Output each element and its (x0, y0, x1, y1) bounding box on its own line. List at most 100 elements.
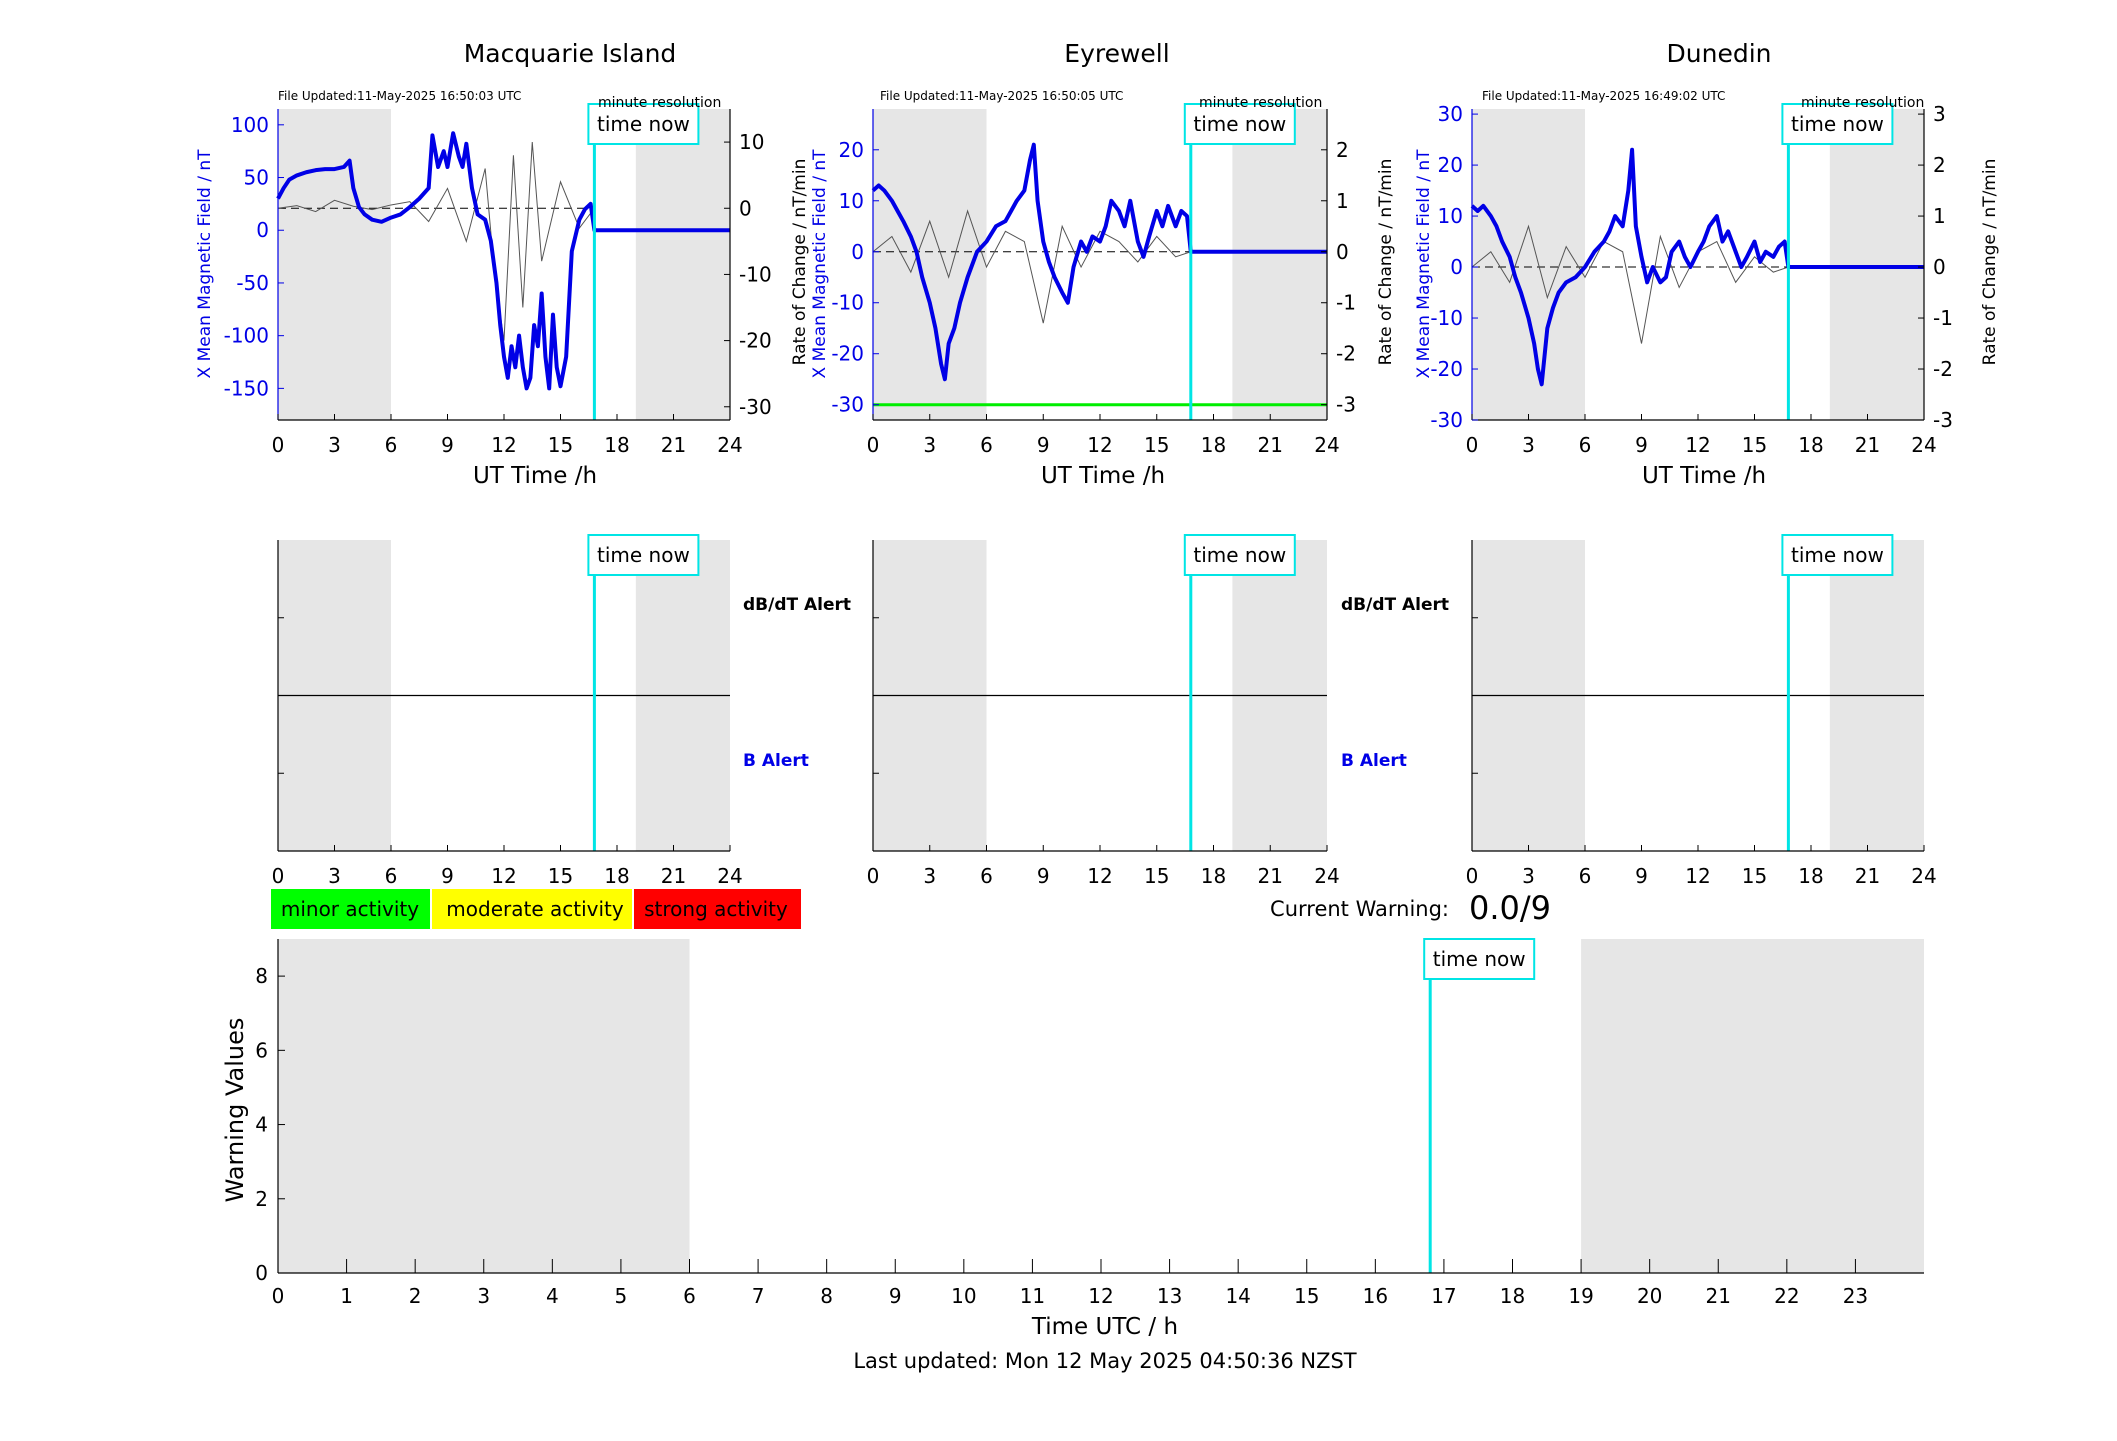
x-tick-label-eyrewell-15: 15 (1144, 433, 1169, 457)
alert-x-tick-label-eyrewell-24: 24 (1314, 864, 1339, 888)
right-axis-label-dunedin: Rate of Change / nT/min (1980, 159, 2000, 366)
left-tick-label-dunedin-20: 20 (1438, 153, 1463, 177)
alert-x-tick-label-dunedin-3: 3 (1522, 864, 1535, 888)
x-tick-label-dunedin-21: 21 (1855, 433, 1880, 457)
left-tick-label-macquarie--50: -50 (236, 271, 269, 295)
left-tick-label-macquarie--100: -100 (224, 324, 269, 348)
warning-x-tick-label-12: 12 (1088, 1284, 1113, 1308)
x-tick-label-eyrewell-9: 9 (1037, 433, 1050, 457)
x-tick-label-macquarie-12: 12 (491, 433, 516, 457)
warning-x-tick-label-16: 16 (1363, 1284, 1388, 1308)
night-shade-macquarie-0 (278, 109, 391, 420)
alert-x-tick-label-eyrewell-3: 3 (923, 864, 936, 888)
x-tick-label-eyrewell-18: 18 (1201, 433, 1226, 457)
right-tick-label-eyrewell--1: -1 (1336, 291, 1356, 315)
warning-night-shade-1 (1581, 939, 1924, 1273)
current-warning-label: Current Warning: (1270, 897, 1449, 921)
warning-x-tick-label-21: 21 (1706, 1284, 1731, 1308)
alert-x-tick-label-eyrewell-18: 18 (1201, 864, 1226, 888)
left-tick-label-eyrewell--20: -20 (831, 342, 864, 366)
left-tick-label-dunedin-0: 0 (1450, 255, 1463, 279)
warning-y-tick-label-8: 8 (255, 964, 268, 988)
right-tick-label-macquarie-0: 0 (739, 196, 752, 220)
x-tick-label-macquarie-0: 0 (272, 433, 285, 457)
right-axis-label-macquarie: Rate of Change / nT/min (790, 159, 810, 366)
warning-x-tick-label-11: 11 (1020, 1284, 1045, 1308)
left-axis-label-eyrewell: X Mean Magnetic Field / nT (810, 149, 830, 379)
station-title-macquarie: Macquarie Island (464, 39, 677, 68)
warning-x-axis-label: Time UTC / h (1031, 1314, 1178, 1340)
warning-x-tick-label-8: 8 (820, 1284, 833, 1308)
alert-x-tick-label-macquarie-12: 12 (491, 864, 516, 888)
file-updated-eyrewell: File Updated:11-May-2025 16:50:05 UTC (880, 89, 1123, 103)
dbdt-alert-label-macquarie: dB/dT Alert (743, 595, 851, 615)
resolution-macquarie: minute resolution (598, 95, 721, 111)
warning-x-tick-label-22: 22 (1774, 1284, 1799, 1308)
warning-night-shade-0 (278, 939, 690, 1273)
x-tick-label-dunedin-9: 9 (1635, 433, 1648, 457)
night-shade-dunedin-0 (1472, 109, 1585, 420)
warning-x-tick-label-5: 5 (615, 1284, 628, 1308)
x-tick-label-dunedin-3: 3 (1522, 433, 1535, 457)
right-axis-label-eyrewell: Rate of Change / nT/min (1376, 159, 1396, 366)
x-tick-label-dunedin-0: 0 (1466, 433, 1479, 457)
left-tick-label-dunedin-10: 10 (1438, 204, 1463, 228)
alert-x-tick-label-dunedin-21: 21 (1855, 864, 1880, 888)
warning-y-axis-label: Warning Values (221, 1018, 249, 1203)
right-tick-label-eyrewell-0: 0 (1336, 240, 1349, 264)
resolution-dunedin: minute resolution (1801, 95, 1924, 111)
night-shade-eyrewell-0 (873, 109, 987, 420)
alert-x-tick-label-macquarie-18: 18 (604, 864, 629, 888)
x-tick-label-macquarie-21: 21 (661, 433, 686, 457)
rate-series-eyrewell (872, 209, 1191, 324)
x-tick-label-dunedin-24: 24 (1911, 433, 1936, 457)
left-tick-label-macquarie-100: 100 (231, 113, 269, 137)
file-updated-macquarie: File Updated:11-May-2025 16:50:03 UTC (278, 89, 521, 103)
right-tick-label-macquarie--20: -20 (739, 329, 772, 353)
left-tick-label-eyrewell-10: 10 (839, 189, 864, 213)
legend-strong-label: strong activity (644, 897, 788, 921)
night-shade-eyrewell-1 (1232, 109, 1327, 420)
warning-y-tick-label-4: 4 (255, 1113, 268, 1137)
alert-time-now-eyrewell-box (1183, 534, 1296, 576)
station-title-dunedin: Dunedin (1667, 39, 1772, 68)
warning-x-tick-label-1: 1 (340, 1284, 353, 1308)
x-tick-label-macquarie-3: 3 (328, 433, 341, 457)
right-tick-label-eyrewell--2: -2 (1336, 342, 1356, 366)
time-now-dunedin-box (1781, 103, 1894, 145)
alert-x-tick-label-dunedin-24: 24 (1911, 864, 1936, 888)
right-tick-label-dunedin-3: 3 (1933, 102, 1946, 126)
left-axis-label-macquarie: X Mean Magnetic Field / nT (195, 149, 215, 379)
x-tick-label-eyrewell-0: 0 (867, 433, 880, 457)
night-shade-dunedin-1 (1829, 109, 1924, 420)
field-series-dunedin (1470, 147, 1924, 387)
warning-x-tick-label-20: 20 (1637, 1284, 1662, 1308)
alert-time-now-dunedin-label: time now (1791, 543, 1884, 567)
alert-x-tick-label-eyrewell-6: 6 (980, 864, 993, 888)
time-now-eyrewell-box (1183, 103, 1296, 145)
left-tick-label-dunedin--20: -20 (1430, 357, 1463, 381)
warning-x-tick-label-6: 6 (683, 1284, 696, 1308)
b-alert-label-macquarie: B Alert (743, 751, 809, 771)
alert-x-tick-label-macquarie-6: 6 (385, 864, 398, 888)
alert-x-tick-label-macquarie-24: 24 (717, 864, 742, 888)
right-tick-label-dunedin--3: -3 (1933, 408, 1953, 432)
alert-time-now-macquarie-box (587, 534, 700, 576)
x-tick-label-macquarie-15: 15 (548, 433, 573, 457)
warning-x-tick-label-0: 0 (272, 1284, 285, 1308)
resolution-eyrewell: minute resolution (1199, 95, 1322, 111)
warning-x-tick-label-14: 14 (1225, 1284, 1250, 1308)
alert-x-tick-label-eyrewell-9: 9 (1037, 864, 1050, 888)
left-tick-label-eyrewell--10: -10 (831, 291, 864, 315)
warning-x-tick-label-18: 18 (1500, 1284, 1525, 1308)
right-tick-label-dunedin-2: 2 (1933, 153, 1946, 177)
x-axis-label-macquarie: UT Time /h (473, 463, 597, 489)
legend-minor-label: minor activity (281, 897, 419, 921)
left-tick-label-dunedin--30: -30 (1430, 408, 1463, 432)
night-shade-macquarie-1 (635, 109, 730, 420)
right-tick-label-eyrewell-2: 2 (1336, 138, 1349, 162)
alert-x-tick-label-dunedin-12: 12 (1685, 864, 1710, 888)
legend: minor activity moderate activity strong … (271, 889, 801, 929)
x-tick-label-dunedin-15: 15 (1742, 433, 1767, 457)
alert-time-now-dunedin-box (1781, 534, 1894, 576)
